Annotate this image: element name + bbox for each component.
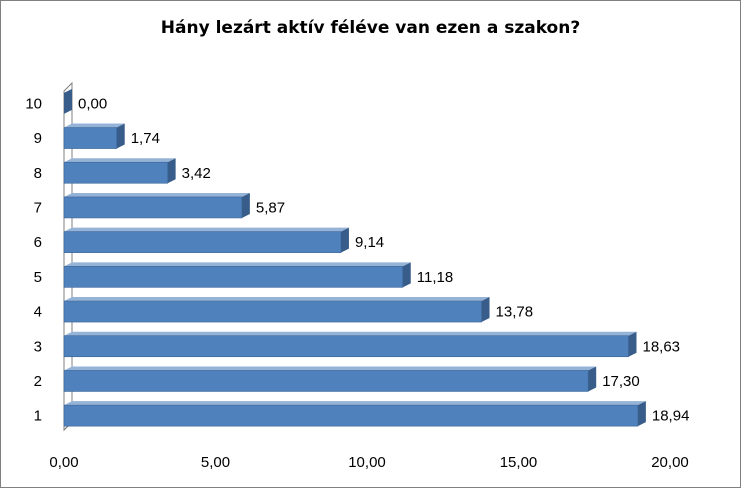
- data-label: 17,30: [602, 373, 640, 390]
- labels: 0,00 5,00 10,00 15,00 20,00 1 18,94 2 17,30 3 18,6…: [25, 95, 689, 471]
- bar: [63, 404, 639, 427]
- bars: [63, 88, 646, 427]
- y-tick-label: 4: [34, 304, 42, 321]
- bar-top: [64, 331, 637, 336]
- bar-side: [340, 227, 349, 253]
- bar: [63, 231, 342, 253]
- data-label: 11,18: [417, 269, 453, 286]
- y-tick-label: 10: [25, 95, 42, 112]
- bar-side: [588, 366, 597, 392]
- bar-top: [64, 192, 250, 197]
- bar-side: [241, 192, 250, 218]
- bar-top: [64, 227, 349, 232]
- data-label: 5,87: [256, 199, 285, 216]
- bar-top: [64, 123, 125, 128]
- bar: [63, 370, 589, 392]
- data-label: 3,42: [182, 165, 211, 182]
- y-tick-label: 9: [34, 130, 42, 147]
- x-tick-label: 0,00: [49, 454, 78, 471]
- y-tick-label: 6: [34, 234, 42, 251]
- bar: [63, 127, 118, 149]
- y-tick-label: 2: [34, 373, 42, 390]
- bar-side: [402, 262, 411, 288]
- bar: [63, 300, 482, 323]
- chart-title: Hány lezárt aktív féléve van ezen a szak…: [160, 18, 581, 38]
- bar-top: [64, 262, 411, 267]
- y-tick-label: 1: [34, 408, 42, 425]
- data-label: 9,14: [355, 234, 384, 251]
- bar-side: [637, 401, 646, 427]
- bar-top: [64, 366, 597, 371]
- data-label: 18,94: [652, 408, 690, 425]
- bar-top: [64, 158, 176, 163]
- bar-side: [116, 123, 125, 149]
- bar: [63, 335, 629, 358]
- y-tick-label: 3: [34, 338, 42, 355]
- x-tick-label: 15,00: [500, 454, 538, 471]
- data-label: 0,00: [78, 95, 107, 112]
- bar: [63, 196, 243, 219]
- bar-side: [628, 331, 637, 357]
- y-tick-label: 8: [34, 165, 42, 182]
- data-label: 1,74: [131, 130, 160, 147]
- bar-side: [481, 297, 490, 323]
- bar-top: [64, 297, 490, 302]
- y-tick-label: 5: [34, 269, 42, 286]
- data-label: 13,78: [496, 304, 534, 321]
- x-tick-label: 10,00: [348, 454, 386, 471]
- data-label: 18,63: [642, 338, 680, 355]
- bar: [63, 161, 168, 184]
- bar-top: [64, 401, 646, 406]
- x-tick-label: 5,00: [201, 454, 230, 471]
- bar: [63, 266, 404, 288]
- bar-side: [64, 88, 72, 114]
- y-tick-label: 7: [34, 199, 42, 216]
- bar-side: [167, 158, 176, 184]
- x-tick-label: 20,00: [651, 454, 689, 471]
